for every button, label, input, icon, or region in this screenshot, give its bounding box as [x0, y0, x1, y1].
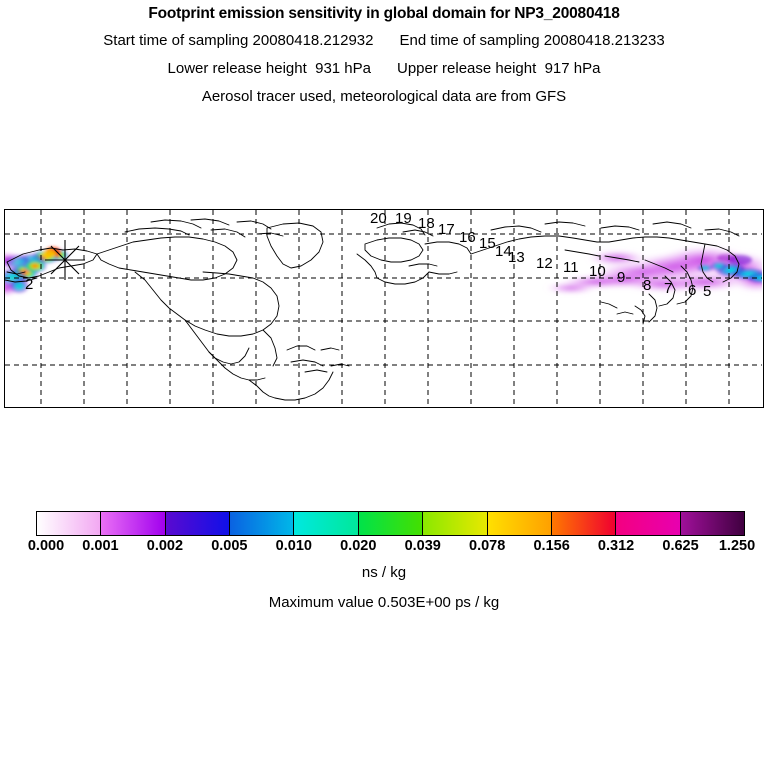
page-title: Footprint emission sensitivity in global…: [148, 5, 620, 22]
trajectory-day-label-17: 17: [438, 221, 455, 238]
colorbar-segment-0: [37, 512, 102, 535]
map-canvas: [5, 210, 762, 406]
colorbar-segment-10: [680, 512, 744, 535]
trajectory-day-label-11: 11: [563, 259, 579, 276]
map-graticule: [5, 210, 762, 406]
colorbar-segment-9: [616, 512, 681, 535]
colorbar-tick-1: 0.001: [82, 538, 119, 554]
trajectory-day-label-5: 5: [703, 283, 712, 300]
upper-release-height-label: Upper release height 917 hPa: [397, 60, 601, 77]
sampling-time-line: Start time of sampling 20080418.212932 En…: [0, 32, 768, 49]
colorbar-tick-4: 0.010: [275, 538, 312, 554]
global-map-panel: [4, 209, 764, 408]
trajectory-day-label-9: 9: [617, 269, 626, 286]
end-time-label: End time of sampling 20080418.213233: [399, 32, 665, 49]
trajectory-day-label-16: 16: [459, 229, 476, 246]
trajectory-day-label-18: 18: [418, 215, 435, 232]
colorbar-tick-5: 0.020: [340, 538, 377, 554]
colorbar-segment-3: [230, 512, 295, 535]
trajectory-day-label-10: 10: [589, 263, 606, 280]
trajectory-day-label-12: 12: [536, 255, 553, 272]
maximum-value-label: Maximum value 0.503E+00 ps / kg: [268, 594, 500, 611]
colorbar-tick-7: 0.078: [469, 538, 506, 554]
lower-release-height-label: Lower release height 931 hPa: [167, 60, 371, 77]
start-time-label: Start time of sampling 20080418.212932: [103, 32, 374, 49]
colorbar-tick-3: 0.005: [211, 538, 248, 554]
colorbar-tick-11: 1.250: [718, 538, 756, 554]
release-star: [43, 238, 87, 287]
colorbar-segment-2: [165, 512, 231, 535]
trajectory-day-label-19: 19: [395, 210, 412, 227]
colorbar-segment-1: [101, 512, 166, 535]
trajectory-day-label-14: 14: [495, 243, 512, 260]
colorbar-segment-7: [487, 512, 552, 535]
colorbar-tick-labels: 0.000 0.001 0.002 0.005 0.010 0.020 0.039 0.078…: [0, 538, 768, 558]
colorbar-segment-4: [294, 512, 359, 535]
colorbar-segment-8: [551, 512, 617, 535]
release-height-line: Lower release height 931 hPa Upper releas…: [0, 60, 768, 77]
colorbar: [36, 511, 745, 536]
trajectory-day-label-13: 13: [508, 249, 525, 266]
trajectory-day-label-20: 20: [370, 210, 387, 227]
colorbar-tick-2: 0.002: [146, 538, 184, 554]
colorbar-tick-9: 0.312: [597, 538, 635, 554]
colorbar-tick-0: 0.000: [27, 538, 65, 554]
trajectory-day-label-6: 6: [688, 282, 697, 299]
coastlines: [5, 218, 740, 401]
footprint-plume-layer: [5, 246, 762, 297]
trajectory-day-label-7: 7: [664, 280, 673, 297]
colorbar-tick-8: 0.156: [533, 538, 570, 554]
trajectory-day-label-8: 8: [643, 277, 652, 294]
colorbar-segment-6: [423, 512, 488, 535]
colorbar-segment-5: [358, 512, 424, 535]
colorbar-tick-10: 0.625: [662, 538, 699, 554]
tracer-meteorology-label: Aerosol tracer used, meteorological data…: [201, 88, 567, 105]
trajectory-day-label-2: 2: [25, 276, 34, 293]
colorbar-tick-6: 0.039: [404, 538, 441, 554]
trajectory-day-label-15: 15: [479, 235, 496, 252]
colorbar-unit-label: ns / kg: [361, 564, 407, 581]
